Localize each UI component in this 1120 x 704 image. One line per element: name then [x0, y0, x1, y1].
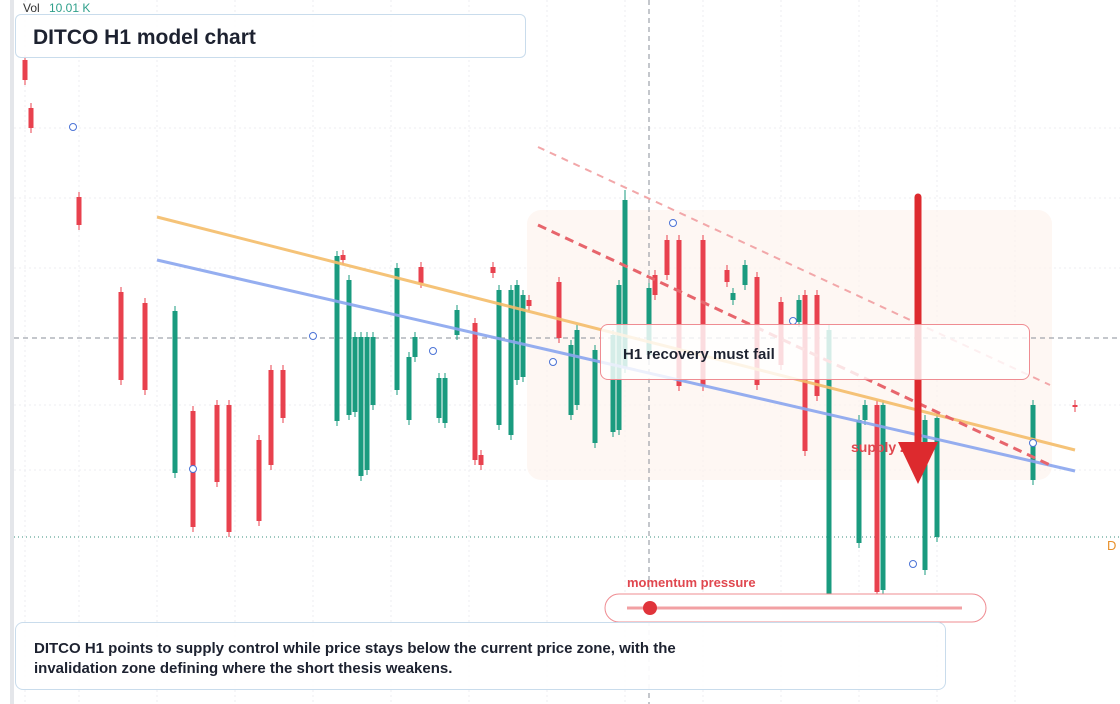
candle-body — [646, 288, 652, 355]
candle-body — [268, 370, 274, 465]
candle-body — [394, 268, 400, 390]
candle-body — [334, 256, 340, 421]
indicator-label: momentum pressure — [627, 575, 756, 590]
candle-body — [526, 300, 532, 306]
candle-body — [934, 418, 940, 537]
candle-body — [496, 290, 502, 425]
candle-body — [880, 405, 886, 590]
candle-body — [412, 337, 418, 357]
volume-label: Vol — [23, 1, 40, 15]
candle-body — [454, 310, 460, 335]
candle-body — [652, 275, 658, 295]
volume-value: 10.01 K — [49, 1, 91, 15]
chart-title: DITCO H1 model chart — [33, 26, 256, 49]
candle-body — [172, 311, 178, 473]
candle-body — [28, 108, 34, 128]
candle-body — [556, 282, 562, 338]
title-box: DITCO H1 model chart — [15, 14, 526, 58]
callout: H1 recovery must fail — [600, 324, 1030, 380]
candle-body — [520, 295, 526, 377]
caption-text: DITCO H1 points to supply control while … — [34, 640, 676, 677]
left-edge — [10, 0, 14, 704]
candle-body — [76, 197, 82, 225]
markers — [69, 123, 1037, 568]
candle-body — [874, 405, 880, 592]
callout-text: H1 recovery must fail — [623, 346, 775, 363]
candle-body — [352, 337, 358, 412]
caption-box: DITCO H1 points to supply control while … — [15, 622, 946, 690]
candle-body — [508, 290, 514, 435]
candle-body — [22, 60, 28, 80]
channel-line — [537, 223, 1051, 467]
candle-body — [856, 420, 862, 543]
candle-body — [862, 405, 868, 420]
edge-label: D — [1107, 538, 1116, 553]
candle-body — [358, 337, 364, 476]
candle-body — [340, 255, 346, 260]
candle-body — [256, 440, 262, 521]
candle-body — [826, 330, 832, 595]
candle-body — [214, 405, 220, 482]
candle-body — [346, 280, 352, 415]
candle-body — [142, 303, 148, 390]
candle-body — [472, 323, 478, 460]
candle-body — [226, 405, 232, 532]
candle-body — [280, 370, 286, 418]
candle-body — [922, 420, 928, 570]
candle-body — [724, 270, 730, 282]
arrow-head — [898, 442, 938, 484]
candle-body — [478, 455, 484, 465]
candle-body — [742, 265, 748, 285]
candle-body — [442, 378, 448, 423]
slider-knob — [643, 601, 657, 615]
candle-body — [574, 330, 580, 405]
candle-body — [418, 267, 424, 283]
candle-body — [664, 240, 670, 275]
candle-body — [364, 337, 370, 470]
candle-body — [406, 357, 412, 420]
candle-body — [1072, 405, 1078, 407]
candle-body — [490, 267, 496, 273]
candle-body — [436, 378, 442, 418]
candle-body — [118, 292, 124, 380]
candle-body — [622, 200, 628, 368]
candle-body — [730, 293, 736, 300]
candle-body — [796, 300, 802, 322]
candle-body — [592, 350, 598, 443]
candle-body — [676, 240, 682, 386]
candle-body — [568, 345, 574, 415]
candle-body — [610, 335, 616, 432]
candle-body — [514, 285, 520, 380]
candle-body — [700, 240, 706, 386]
candle-body — [370, 337, 376, 405]
